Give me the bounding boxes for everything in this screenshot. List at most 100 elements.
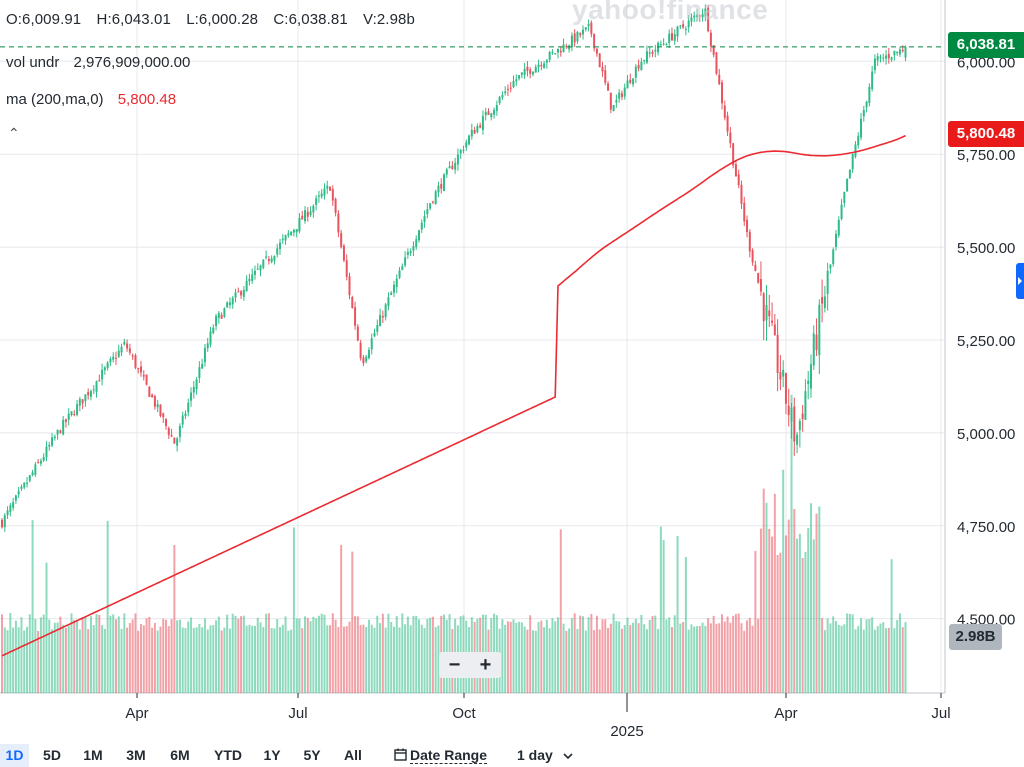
volume-bar — [37, 630, 40, 693]
candle-body — [832, 249, 835, 265]
candle-body — [237, 291, 240, 293]
range-5d-button[interactable]: 5D — [43, 747, 61, 763]
candle-body — [226, 302, 229, 308]
volume-bar — [12, 627, 15, 693]
volume-bar — [587, 617, 590, 693]
candle-body — [173, 437, 176, 444]
volume-legend-value: 2,976,909,000.00 — [73, 54, 191, 71]
candle-body — [101, 369, 104, 380]
volume-bar — [732, 615, 735, 693]
volume-bar — [398, 627, 401, 693]
volume-bar — [570, 618, 573, 693]
ohlc-legend: O:6,009.91 H:6,043.01 L:6,000.28 C:6,038… — [6, 11, 426, 28]
candle-body — [409, 251, 412, 254]
x-tick-label: 2025 — [610, 723, 643, 740]
range-3m-button[interactable]: 3M — [126, 747, 146, 763]
volume-bar — [140, 623, 142, 693]
range-1y-button[interactable]: 1Y — [263, 747, 281, 763]
candle-body — [818, 304, 821, 356]
volume-bar — [354, 616, 357, 693]
range-ytd-button[interactable]: YTD — [214, 747, 242, 763]
volume-bar — [237, 618, 240, 693]
candle-body — [198, 367, 201, 379]
candle-body — [81, 399, 84, 404]
volume-bar — [543, 627, 546, 693]
range-1d-button[interactable]: 1D — [0, 744, 29, 767]
volume-bar — [551, 618, 554, 693]
volume-bar — [390, 622, 393, 693]
volume-bar — [787, 519, 790, 693]
candle-body — [573, 33, 576, 43]
candle-body — [443, 174, 446, 191]
volume-bar — [837, 624, 840, 693]
volume-bar — [868, 619, 871, 693]
volume-legend-label: vol undr — [6, 54, 60, 71]
volume-bar — [187, 621, 190, 693]
collapse-legend-icon[interactable]: ⌃ — [8, 125, 20, 141]
x-tick-label: Apr — [774, 705, 797, 722]
volume-bar — [195, 627, 198, 693]
volume-bar — [773, 493, 776, 693]
volume-bar — [101, 625, 104, 693]
volume-bar — [134, 613, 137, 693]
range-1m-button[interactable]: 1M — [83, 747, 103, 763]
candle-body — [190, 392, 193, 401]
candle-body — [109, 358, 112, 363]
date-range-button[interactable]: Date Range — [394, 744, 488, 767]
close-value: C:6,038.81 — [273, 11, 348, 28]
date-range-label: Date Range — [410, 747, 488, 764]
candle-body — [607, 83, 610, 91]
candlestick-chart[interactable]: 4,500.004,750.005,000.005,250.005,500.00… — [0, 0, 1024, 745]
volume-bar — [520, 622, 523, 693]
high-value: H:6,043.01 — [96, 11, 171, 28]
volume-legend[interactable]: vol undr 2,976,909,000.00 — [6, 54, 190, 71]
range-all-button[interactable]: All — [344, 747, 362, 763]
candle-body — [456, 154, 459, 165]
candle-body — [737, 174, 740, 186]
candle-body — [159, 404, 162, 416]
volume-bar — [812, 539, 815, 693]
candle-body — [676, 26, 679, 37]
volume-bar — [623, 625, 626, 693]
range-6m-button[interactable]: 6M — [170, 747, 190, 763]
candle-body — [829, 264, 832, 269]
volume-bar — [70, 613, 73, 693]
volume-bar — [898, 613, 901, 693]
candle-body — [62, 419, 65, 435]
candle-body — [662, 43, 665, 45]
candle-body — [882, 57, 885, 59]
volume-bar — [709, 623, 712, 693]
candle-body — [256, 268, 259, 270]
volume-bar — [615, 621, 618, 693]
candle-body — [659, 44, 662, 46]
volume-bar — [148, 616, 151, 693]
candle-body — [290, 231, 293, 236]
volume-bar — [768, 528, 771, 693]
volume-bar — [687, 629, 690, 693]
candle-body — [370, 338, 373, 350]
zoom-in-button[interactable]: + — [479, 654, 492, 676]
candle-body — [562, 44, 565, 53]
candle-body — [779, 372, 782, 380]
candle-body — [679, 25, 682, 27]
expand-panel-handle[interactable] — [1016, 263, 1024, 299]
volume-bar — [415, 615, 418, 693]
volume-bar — [857, 626, 860, 693]
candle-body — [48, 444, 51, 447]
range-5y-button[interactable]: 5Y — [303, 747, 321, 763]
volume-bar — [809, 503, 812, 693]
zoom-out-button[interactable]: − — [448, 654, 461, 676]
volume-bar — [568, 628, 571, 693]
volume-bar — [156, 630, 159, 693]
volume-bar — [423, 627, 426, 693]
candle-body — [434, 191, 437, 205]
candle-body — [265, 256, 268, 258]
interval-select[interactable]: 1 day — [517, 744, 573, 767]
volume-bar — [862, 629, 865, 693]
volume-bar — [81, 617, 84, 693]
candle-body — [523, 68, 526, 75]
candle-body — [309, 211, 312, 215]
candle-body — [337, 213, 340, 233]
candle-body — [167, 428, 170, 436]
ma-legend[interactable]: ma (200,ma,0) 5,800.48 — [6, 91, 176, 108]
